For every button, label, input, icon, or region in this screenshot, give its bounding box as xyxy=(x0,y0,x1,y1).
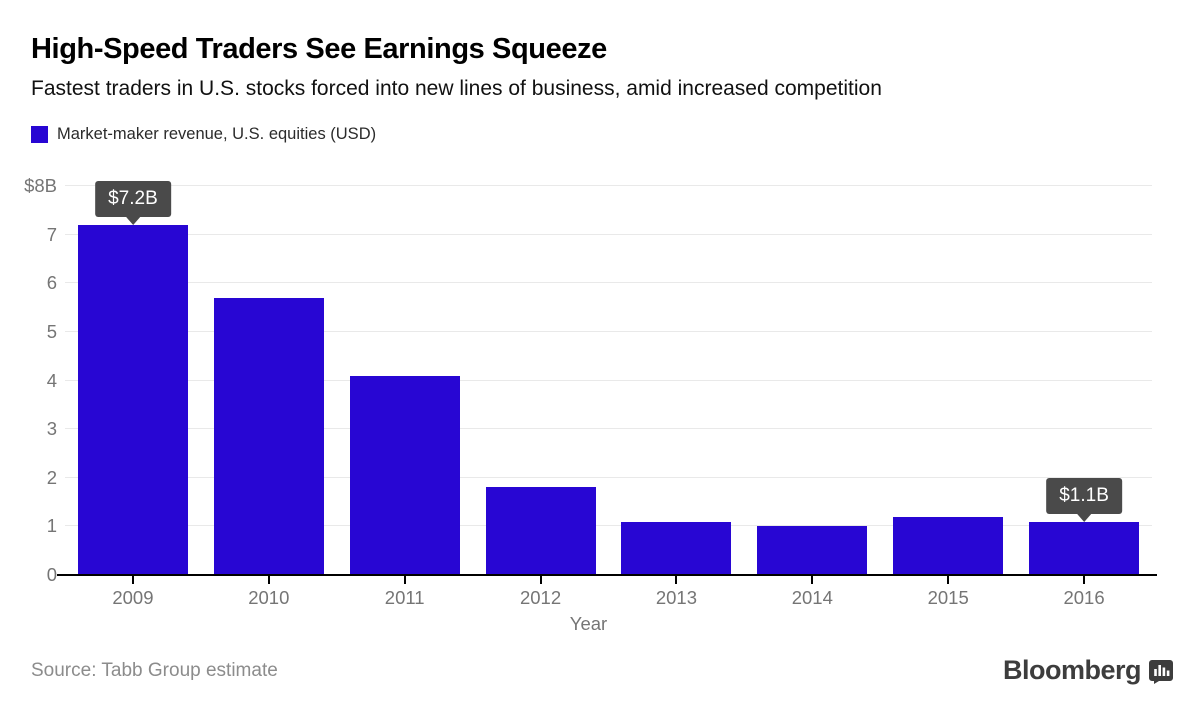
y-axis-tick-label: 1 xyxy=(46,515,57,537)
bar-2013 xyxy=(621,521,732,575)
bar-2016 xyxy=(1029,521,1140,575)
y-axis-tick-label: $8B xyxy=(24,175,57,196)
y-axis-tick-label: 4 xyxy=(46,369,57,391)
page-title: High-Speed Traders See Earnings Squeeze xyxy=(31,33,607,65)
gridline xyxy=(65,282,1152,284)
gridline xyxy=(65,428,1152,430)
bar-2010 xyxy=(213,297,324,575)
y-axis-tick-label: 7 xyxy=(46,223,57,245)
gridline xyxy=(65,233,1152,235)
value-callout-2009: $7.2B xyxy=(95,180,171,217)
legend-swatch xyxy=(31,126,48,143)
bar-2012 xyxy=(485,487,596,575)
source-note: Source: Tabb Group estimate xyxy=(31,660,278,681)
x-axis-tick-label: 2012 xyxy=(519,587,562,608)
gridline xyxy=(65,525,1152,527)
bloomberg-logo: Bloomberg xyxy=(1003,655,1173,686)
x-axis-line xyxy=(65,574,1157,576)
plot-area xyxy=(57,185,1157,576)
x-axis-tick xyxy=(267,576,270,584)
x-axis-tick-label: 2015 xyxy=(927,587,969,608)
x-axis-tick xyxy=(131,576,134,584)
y-axis-tick-label: 0 xyxy=(46,564,57,585)
x-axis-tick xyxy=(947,576,950,584)
x-axis-tick-label: 2009 xyxy=(112,587,154,608)
x-axis-tick xyxy=(811,576,814,584)
bar-2014 xyxy=(757,526,868,575)
y-axis-tick-label: 3 xyxy=(46,418,57,440)
y-axis-tick-label: 2 xyxy=(46,466,57,488)
x-axis-tick-label: 2016 xyxy=(1063,587,1105,608)
x-axis-tick xyxy=(1083,576,1086,584)
gridline xyxy=(65,330,1152,332)
bar-2009 xyxy=(77,224,188,575)
x-axis-tick-label: 2013 xyxy=(655,587,698,608)
y-axis-tick-label: 5 xyxy=(46,320,57,342)
bar-2011 xyxy=(349,375,460,575)
x-axis-tick xyxy=(675,576,678,584)
value-callout-2016: $1.1B xyxy=(1046,477,1122,514)
x-axis-tick xyxy=(403,576,406,584)
x-axis-tick-label: 2014 xyxy=(791,587,833,608)
legend: Market-maker revenue, U.S. equities (USD… xyxy=(31,125,376,144)
y-axis-zero-tick xyxy=(57,574,65,576)
gridline xyxy=(65,379,1152,381)
x-axis-tick-label: 2010 xyxy=(248,587,290,608)
page-subtitle: Fastest traders in U.S. stocks forced in… xyxy=(31,77,882,100)
bloomberg-wordmark: Bloomberg xyxy=(1002,655,1142,685)
x-axis-tick-label: 2011 xyxy=(384,587,425,608)
bar-2015 xyxy=(893,516,1004,575)
bloomberg-chart-bubble-icon xyxy=(1149,660,1173,684)
gridline xyxy=(65,185,1152,186)
y-axis-tick-label: 6 xyxy=(46,272,57,294)
legend-label: Market-maker revenue, U.S. equities (USD… xyxy=(57,125,377,143)
x-axis-title: Year xyxy=(569,613,608,634)
x-axis-tick xyxy=(539,576,542,584)
gridline xyxy=(65,476,1152,478)
